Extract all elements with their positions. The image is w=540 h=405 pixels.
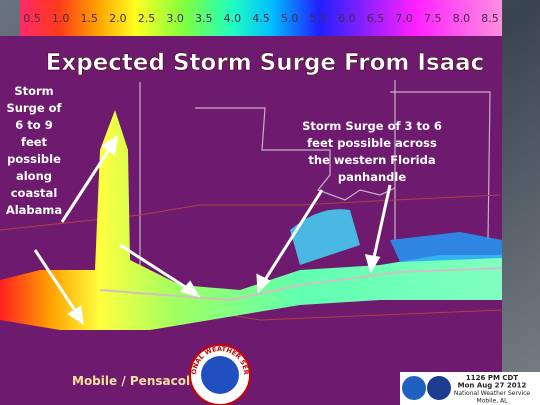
scale-label: 2.0: [109, 12, 127, 25]
annotation-line: along: [16, 169, 52, 183]
scale-label: 1.0: [52, 12, 70, 25]
scale-label: 6.0: [338, 12, 356, 25]
surge-area: [390, 232, 502, 262]
annotation-line: Surge of: [6, 101, 62, 115]
annotation-line: feet possible across: [307, 136, 437, 150]
annotation-line: feet: [21, 135, 48, 149]
annotation: Storm Surge of 6 to 9 feet possible along coas…: [6, 84, 63, 217]
annotation-line: panhandle: [338, 170, 406, 184]
scale-label: 6.5: [367, 12, 385, 25]
annotation-line: Storm: [14, 84, 53, 98]
scale-label: 5.0: [281, 12, 299, 25]
scale-label: 8.0: [453, 12, 471, 25]
scale-label: 3.0: [166, 12, 184, 25]
annotation-line: 6 to 9: [15, 118, 52, 132]
state-borders: [139, 80, 491, 300]
scale-label: 7.0: [395, 12, 413, 25]
annotation-line: Alabama: [6, 203, 62, 217]
timestamp-line: Mon Aug 27 2012: [458, 382, 527, 390]
timestamp-line: Mobile, AL: [477, 398, 509, 405]
scale-label: 0.5: [23, 12, 41, 25]
annotation-line: Storm Surge of 3 to 6: [302, 119, 442, 133]
nws-small-logo: [427, 376, 451, 400]
scale-label: 5.5: [310, 12, 328, 25]
scale-label: 7.5: [424, 12, 442, 25]
title: Expected Storm Surge From Isaac: [46, 50, 485, 76]
scale-label: 8.5: [481, 12, 499, 25]
annotation: Storm Surge of 3 to 6 feet possible acros…: [302, 119, 442, 184]
scale-labels: 0.5 1.0 1.5 2.0 2.5 3.0 3.5 4.0 4.5 5.0 5.5 6.0 6.5 7…: [23, 12, 499, 25]
office-label: Mobile / Pensacola: [72, 374, 198, 388]
scale-label: 4.5: [252, 12, 270, 25]
scale-label: 4.0: [224, 12, 242, 25]
scale-label: 3.5: [195, 12, 213, 25]
annotation-line: possible: [7, 152, 61, 166]
timestamp-line: 1126 PM CDT: [466, 374, 518, 382]
map-area: [0, 36, 502, 405]
scale-label: 2.5: [138, 12, 156, 25]
scale-label: 1.5: [81, 12, 99, 25]
surge-area: [290, 209, 360, 265]
noaa-logo: [402, 376, 426, 400]
arrows: [33, 134, 392, 326]
timestamp-line: National Weather Service: [454, 390, 531, 397]
annotation-line: coastal: [11, 186, 58, 200]
color-scale: [20, 0, 502, 36]
nws-logo-inner: [201, 356, 239, 394]
coastline: [99, 267, 503, 302]
annotation-line: the western Florida: [308, 153, 435, 167]
